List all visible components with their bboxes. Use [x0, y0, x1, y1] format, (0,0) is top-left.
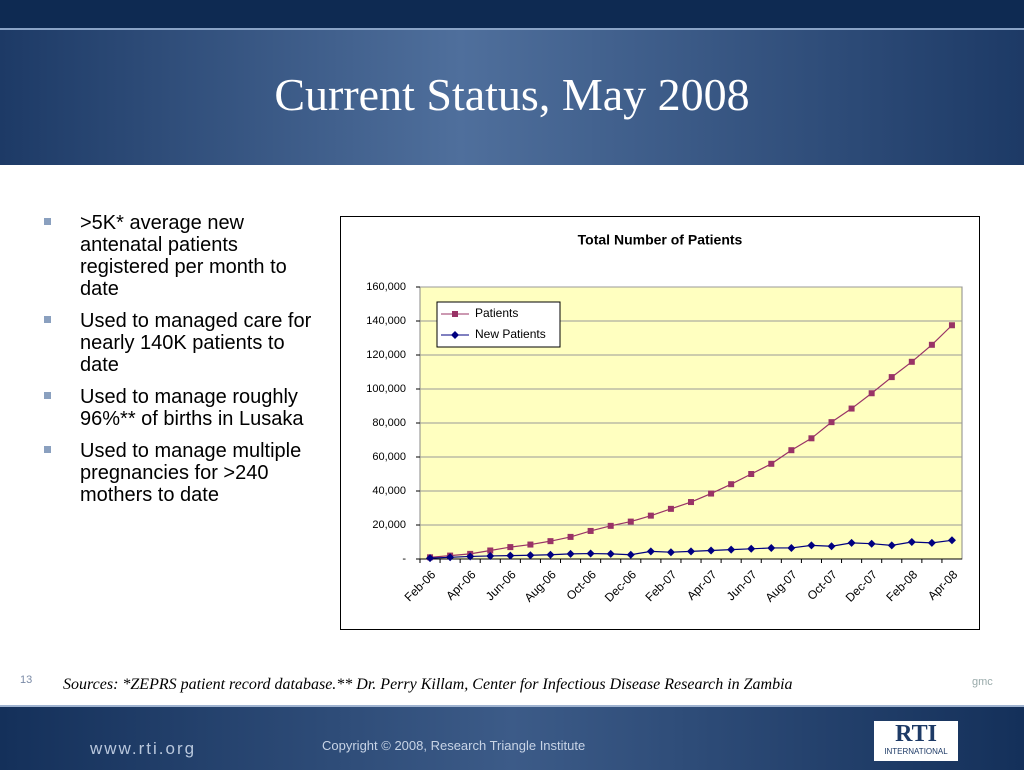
point — [687, 547, 695, 556]
y-tick-label: 40,000 — [372, 485, 406, 497]
bullet: Used to manage roughly 96%** of births i… — [40, 386, 320, 430]
y-tick-label: 80,000 — [372, 417, 406, 429]
point — [566, 549, 575, 558]
point — [506, 551, 515, 560]
point — [487, 547, 494, 554]
nav-strip — [0, 0, 1024, 30]
point — [747, 544, 756, 553]
slide-title: Current Status, May 2008 — [274, 69, 750, 120]
point — [486, 551, 495, 560]
copyright: Copyright © 2008, Research Triangle Inst… — [322, 738, 586, 753]
y-tick-label: 120,000 — [366, 349, 406, 361]
logo-subtext: INTERNATIONAL — [884, 747, 948, 756]
chart-title: Total Number of Patients — [578, 232, 743, 248]
point — [788, 447, 795, 454]
point — [546, 550, 555, 559]
point — [708, 490, 715, 497]
point — [828, 419, 835, 426]
point — [848, 405, 855, 412]
point — [667, 505, 674, 512]
logo: RTI INTERNATIONAL — [874, 721, 958, 761]
initials: gmc — [972, 676, 993, 688]
y-tick-label: 20,000 — [372, 519, 406, 531]
point — [688, 499, 694, 506]
point — [646, 547, 655, 556]
point — [748, 471, 755, 477]
point — [507, 544, 514, 551]
point — [948, 322, 955, 329]
point — [887, 541, 896, 550]
point — [907, 538, 916, 546]
bullet: Used to managed care for nearly 140K pat… — [40, 310, 320, 376]
point — [767, 543, 776, 552]
point — [666, 548, 675, 557]
point — [606, 549, 615, 558]
y-tick-label: 60,000 — [372, 451, 406, 463]
legend-label: New Patients — [475, 327, 546, 341]
legend — [436, 301, 561, 348]
point — [868, 390, 875, 397]
point — [567, 533, 574, 540]
point — [627, 518, 634, 525]
point — [526, 551, 535, 560]
point — [827, 542, 836, 551]
slide-number: 13 — [20, 674, 33, 686]
point — [587, 527, 594, 534]
point — [647, 512, 654, 519]
legend-marker — [452, 311, 458, 317]
point — [727, 545, 736, 554]
y-tick-label: - — [402, 553, 406, 565]
point — [626, 550, 635, 559]
point — [527, 541, 534, 548]
y-tick-label: 140,000 — [366, 315, 406, 327]
point — [908, 358, 915, 365]
point — [867, 539, 876, 548]
bullet-list: >5K* average new antenatal patients regi… — [40, 212, 330, 516]
point — [466, 552, 475, 561]
point — [426, 554, 435, 563]
point — [888, 374, 895, 381]
point — [547, 538, 554, 545]
source-note: Sources: *ZEPRS patient record database.… — [63, 676, 793, 693]
logo-text: RTI — [895, 721, 937, 747]
point — [586, 549, 595, 558]
legend-label: Patients — [475, 306, 518, 320]
point — [768, 460, 775, 467]
point — [927, 538, 936, 547]
bullet: Used to manage multiple pregnancies for … — [40, 440, 320, 506]
point — [707, 546, 716, 555]
point — [847, 538, 856, 547]
bullet: >5K* average new antenatal patients regi… — [40, 212, 320, 300]
footer-band: www.rti.org Copyright © 2008, Research T… — [0, 705, 1024, 770]
point — [787, 543, 796, 552]
point — [807, 541, 816, 550]
chart: Total Number of Patients - 20,000 40,000 60… — [340, 216, 980, 630]
point — [607, 522, 614, 529]
point — [808, 435, 815, 442]
point — [928, 341, 935, 348]
point — [947, 536, 956, 545]
website: www.rti.org — [90, 739, 197, 758]
y-tick-label: 160,000 — [366, 281, 406, 293]
point — [728, 481, 735, 488]
legend-marker — [451, 331, 459, 339]
y-tick-label: 100,000 — [366, 383, 406, 395]
point — [446, 553, 455, 562]
